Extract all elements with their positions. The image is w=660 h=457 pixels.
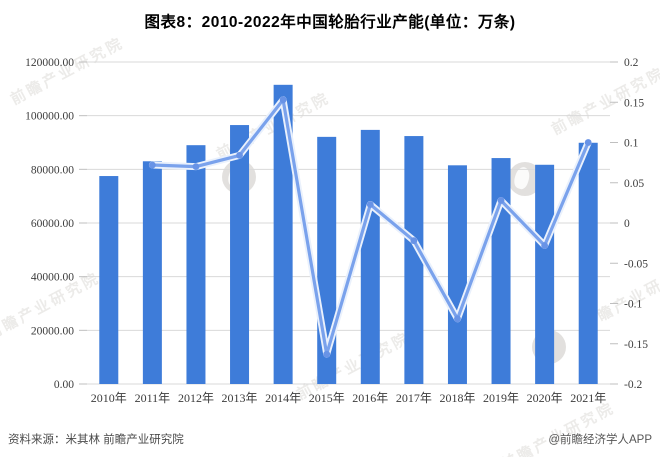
growth-line-marker: [584, 139, 592, 146]
x-axis-label: 2016年: [352, 391, 388, 405]
growth-line-marker: [497, 197, 505, 204]
right-axis-label: -0.1: [624, 299, 642, 311]
bar-2021年: [578, 142, 598, 384]
bar-2020年: [535, 164, 555, 384]
left-axis-label: 0.00: [54, 379, 74, 391]
growth-line-marker: [541, 242, 549, 249]
x-axis-label: 2014年: [265, 391, 301, 405]
x-axis-label: 2019年: [483, 391, 519, 405]
right-axis-label: -0.05: [624, 258, 648, 270]
right-axis-label: -0.15: [624, 339, 648, 351]
growth-line-marker: [236, 151, 243, 159]
bar-2018年: [447, 165, 467, 384]
x-axis-label: 2011年: [135, 391, 171, 405]
left-axis-label: 120000.00: [25, 57, 74, 69]
left-axis-label: 80000.00: [31, 164, 74, 176]
chart-svg: 120000.00 100000.00 80000.00 60000.00 40000.…: [25, 57, 648, 405]
growth-line-marker: [279, 96, 287, 104]
growth-line-marker: [323, 350, 331, 358]
bar-2016年: [360, 129, 380, 384]
bar-2017年: [404, 136, 424, 384]
bar-2014年: [273, 84, 293, 384]
bar-2019年: [491, 158, 511, 384]
x-axis-label: 2017年: [396, 391, 432, 405]
growth-line-marker: [192, 163, 200, 171]
growth-line-marker: [148, 161, 156, 169]
footer-credit: @前瞻经济学人APP: [548, 434, 652, 446]
left-axis-label: 60000.00: [31, 218, 74, 230]
bar-2012年: [186, 145, 206, 384]
bar-2010年: [99, 176, 119, 384]
growth-line-marker: [454, 315, 461, 323]
x-axis-label: 2012年: [178, 391, 214, 405]
x-axis-label: 2015年: [309, 391, 345, 405]
chart-title: 图表8：2010-2022年中国轮胎行业产能(单位：万条): [144, 14, 516, 31]
x-axis-label: 2018年: [439, 391, 475, 405]
growth-line-marker: [410, 237, 418, 245]
left-axis-label: 100000.00: [25, 111, 74, 123]
bar-2013年: [230, 125, 250, 384]
right-axis-label: 0: [624, 218, 630, 230]
right-axis-label: 0.1: [624, 138, 639, 150]
left-axis-label: 20000.00: [31, 325, 74, 337]
left-axis-label: 40000.00: [31, 272, 74, 284]
bar-2011年: [142, 161, 162, 384]
right-axis-label: 0.05: [624, 178, 644, 190]
right-axis-label: 0.2: [624, 57, 639, 69]
x-axis-label: 2020年: [527, 391, 563, 405]
right-axis-label: 0.15: [624, 97, 644, 109]
x-axis-label: 2010年: [91, 391, 127, 405]
right-axis-label: -0.2: [624, 379, 642, 391]
growth-line-marker: [366, 201, 374, 208]
x-axis-label: 2013年: [222, 391, 258, 405]
x-axis-label: 2021年: [570, 391, 606, 405]
footer-source: 资料来源：米其林 前瞻产业研究院: [8, 434, 184, 446]
